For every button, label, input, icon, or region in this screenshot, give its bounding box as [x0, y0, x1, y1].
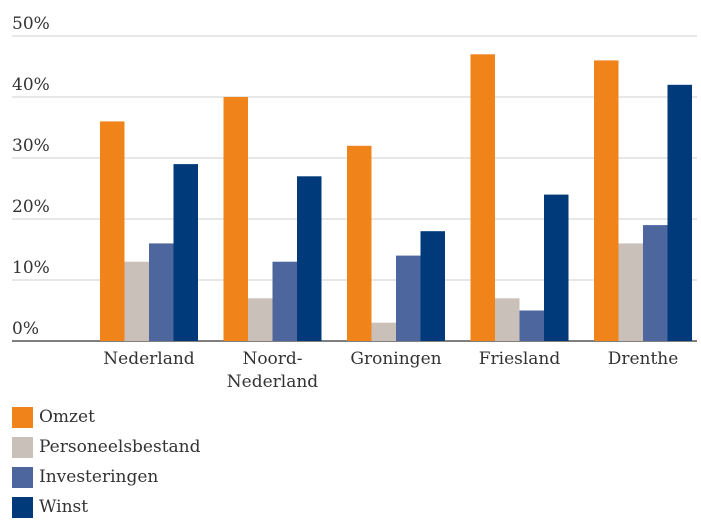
- bar-investeringen-3: [519, 310, 544, 341]
- bar-winst-2: [420, 231, 445, 341]
- y-tick-label: 30%: [12, 136, 50, 156]
- legend-item-omzet: Omzet: [12, 402, 201, 432]
- legend-label: Personeelsbestand: [39, 437, 201, 457]
- bar-investeringen-1: [272, 261, 297, 341]
- legend-item-winst: Winst: [12, 492, 201, 522]
- legend-swatch: [12, 436, 33, 458]
- legend-label: Winst: [39, 497, 89, 517]
- bar-personeelsbestand-2: [371, 322, 396, 341]
- bar-personeelsbestand-1: [248, 298, 273, 341]
- bar-omzet-0: [100, 121, 125, 342]
- y-tick-label: 40%: [12, 75, 50, 95]
- legend-label: Investeringen: [39, 467, 159, 487]
- bar-investeringen-2: [396, 255, 421, 341]
- legend: Omzet Personeelsbestand Investeringen Winst: [12, 402, 201, 522]
- bar-winst-3: [544, 194, 569, 341]
- x-tick-label: Noord-Nederland: [227, 349, 319, 392]
- bar-personeelsbestand-4: [618, 243, 643, 341]
- legend-label: Omzet: [39, 407, 95, 427]
- x-tick-label: Drenthe: [608, 349, 679, 369]
- legend-swatch: [12, 406, 33, 428]
- bar-winst-0: [173, 164, 198, 341]
- y-tick-label: 50%: [12, 14, 50, 34]
- x-tick-label: Groningen: [350, 349, 441, 369]
- x-axis-ticks: Nederland Noord-Nederland Groningen Friesla…: [103, 349, 678, 392]
- legend-swatch: [12, 496, 33, 518]
- x-tick-label: Friesland: [479, 349, 561, 369]
- bar-omzet-4: [594, 60, 619, 342]
- bar-omzet-2: [347, 145, 372, 341]
- legend-item-personeelsbestand: Personeelsbestand: [12, 432, 201, 462]
- legend-swatch: [12, 466, 33, 488]
- x-tick-label: Nederland: [103, 349, 195, 369]
- bar-investeringen-0: [149, 243, 174, 341]
- bar-personeelsbestand-0: [124, 261, 149, 341]
- bar-chart: 0% 10% 20% 30% 40% 50% Nederland Noord-Nederla…: [12, 14, 697, 392]
- bars: [100, 54, 692, 342]
- y-axis-ticks: 0% 10% 20% 30% 40% 50%: [12, 14, 50, 339]
- y-tick-label: 20%: [12, 197, 50, 217]
- bar-investeringen-4: [643, 225, 668, 341]
- bar-personeelsbestand-3: [495, 298, 520, 341]
- y-tick-label: 0%: [12, 319, 39, 339]
- legend-item-investeringen: Investeringen: [12, 462, 201, 492]
- bar-omzet-3: [470, 54, 495, 342]
- bar-winst-4: [667, 84, 692, 342]
- bar-omzet-1: [223, 97, 248, 341]
- bar-winst-1: [297, 176, 322, 341]
- y-tick-label: 10%: [12, 258, 50, 278]
